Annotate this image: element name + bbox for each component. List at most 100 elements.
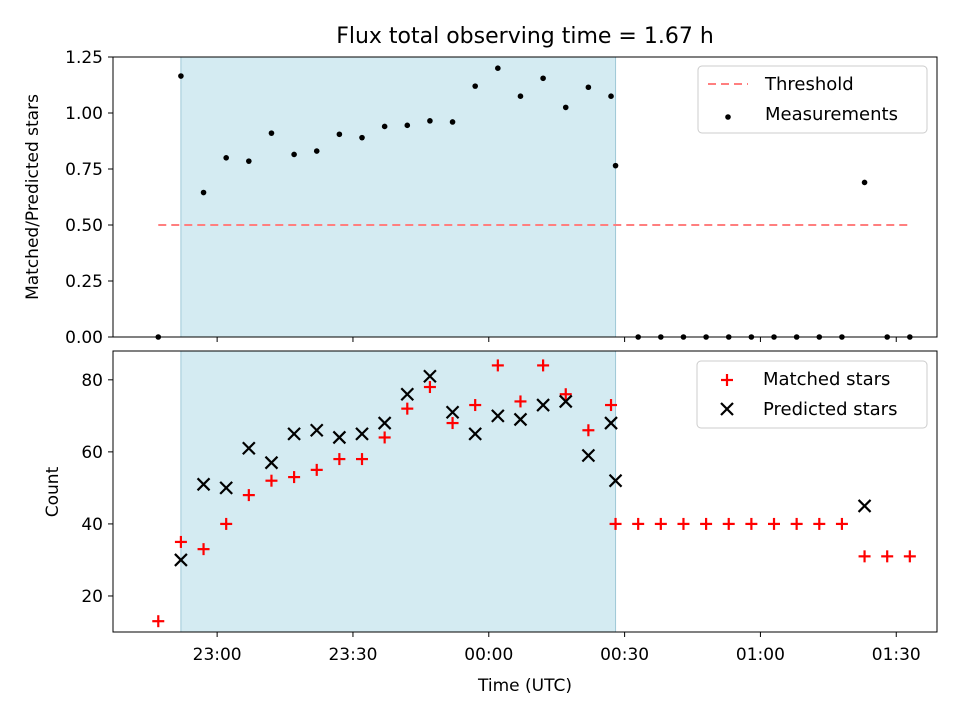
x-tick-label: 00:30 xyxy=(600,645,649,665)
matched-star-point xyxy=(745,517,758,530)
predicted-star-point xyxy=(581,448,596,463)
measurement-point xyxy=(381,123,388,130)
predicted-star-point xyxy=(174,553,188,567)
matched-star-point xyxy=(288,471,301,484)
matched-star-point xyxy=(469,399,482,412)
bottom-y-tick-label: 20 xyxy=(81,587,103,607)
matched-star-point xyxy=(632,517,645,530)
x-tick-label: 23:00 xyxy=(193,645,242,665)
bottom-legend-box xyxy=(696,360,928,429)
measurements-points xyxy=(155,65,913,340)
top-legend: Threshold Measurements xyxy=(697,65,928,134)
measurement-point xyxy=(612,162,619,169)
predicted-star-point xyxy=(355,427,369,441)
x-tick-label: 01:00 xyxy=(736,645,785,665)
matched-star-point xyxy=(903,550,916,563)
predicted-star-point xyxy=(857,499,872,513)
x-tick-label: 01:30 xyxy=(872,645,921,665)
measurement-point xyxy=(585,84,592,91)
matched-star-point xyxy=(537,359,550,372)
measurement-point xyxy=(268,130,275,136)
predicted-star-point xyxy=(287,427,301,441)
legend-measurements-label: Measurements xyxy=(765,104,898,125)
bottom-x-axis: 23:00 23:30 00:00 00:30 01:00 01:30 xyxy=(193,632,921,665)
bottom-y-tick-label: 80 xyxy=(81,371,103,391)
matched-star-point xyxy=(768,517,781,530)
measurement-point xyxy=(472,83,478,89)
matched-star-point xyxy=(559,388,572,401)
measurement-point xyxy=(562,104,569,111)
matched-star-point xyxy=(242,489,255,502)
top-panel: 0.00 0.25 0.50 0.75 1.00 1.25 Flux total obse… xyxy=(23,24,938,348)
predicted-star-point xyxy=(400,387,415,402)
matched-star-point xyxy=(310,463,323,476)
measurement-point xyxy=(495,65,501,71)
bottom-y-tick-label: 60 xyxy=(81,443,103,463)
chart-title: Flux total observing time = 1.67 h xyxy=(336,24,714,49)
matched-star-point xyxy=(491,359,504,372)
top-y-tick-label: 1.25 xyxy=(65,48,103,68)
predicted-star-point xyxy=(219,481,233,495)
matched-star-point xyxy=(609,517,622,530)
matched-star-point xyxy=(790,517,803,530)
bottom-legend: Matched stars Predicted stars xyxy=(696,360,928,429)
predicted-star-point xyxy=(604,416,618,430)
predicted-star-point xyxy=(264,455,279,470)
measurement-point xyxy=(517,93,524,99)
top-y-tick-label: 0.00 xyxy=(65,328,103,348)
matched-star-point xyxy=(654,517,667,530)
matched-star-point xyxy=(700,517,713,530)
matched-star-point xyxy=(835,517,848,530)
bottom-y-axis-label: Count xyxy=(43,466,63,517)
predicted-star-point xyxy=(445,405,460,420)
matched-star-point xyxy=(378,431,391,444)
measurement-point xyxy=(404,122,411,129)
predicted-star-point xyxy=(332,430,347,445)
matched-star-point xyxy=(356,453,369,466)
matched-star-point xyxy=(265,474,278,487)
matched-star-point xyxy=(446,417,459,430)
legend-predicted-label: Predicted stars xyxy=(763,399,897,420)
measurement-point xyxy=(178,73,184,79)
matched-star-point xyxy=(881,550,894,563)
x-tick-label: 23:30 xyxy=(328,645,377,665)
matched-star-point xyxy=(423,381,436,394)
matched-stars-points xyxy=(152,359,916,628)
matched-star-point xyxy=(813,517,826,530)
x-tick-label: 00:00 xyxy=(464,645,513,665)
matched-star-point xyxy=(722,517,735,530)
top-shaded-interval xyxy=(180,56,617,338)
top-y-tick-label: 1.00 xyxy=(65,104,103,124)
top-y-axis: 0.00 0.25 0.50 0.75 1.00 1.25 xyxy=(65,48,113,348)
top-plot-frame xyxy=(112,56,938,338)
matched-star-point xyxy=(197,543,210,556)
top-y-tick-label: 0.25 xyxy=(65,272,103,292)
legend-threshold-label: Threshold xyxy=(764,74,854,95)
bottom-plot-frame xyxy=(112,350,938,633)
measurement-point xyxy=(608,93,614,99)
predicted-star-point xyxy=(309,423,324,438)
measurement-point xyxy=(291,151,297,158)
matched-star-point xyxy=(858,550,871,563)
x-axis-label: Time (UTC) xyxy=(477,676,572,696)
legend-predicted-swatch xyxy=(720,402,734,416)
measurement-point xyxy=(449,119,456,125)
predicted-star-point xyxy=(491,409,505,423)
measurement-point xyxy=(200,189,207,196)
predicted-star-point xyxy=(377,416,392,430)
measurement-point xyxy=(223,155,229,161)
bottom-shaded-interval xyxy=(180,350,617,633)
predicted-star-point xyxy=(242,441,256,456)
top-x-ticks xyxy=(216,337,897,342)
measurement-point xyxy=(359,134,365,141)
matched-star-point xyxy=(605,399,618,412)
bottom-y-tick-label: 40 xyxy=(81,515,103,535)
matched-star-point xyxy=(152,615,165,628)
legend-measurements-swatch xyxy=(725,114,731,120)
matched-star-point xyxy=(677,517,690,530)
measurement-point xyxy=(427,118,433,124)
measurement-point xyxy=(540,75,546,82)
matched-star-point xyxy=(514,395,527,408)
